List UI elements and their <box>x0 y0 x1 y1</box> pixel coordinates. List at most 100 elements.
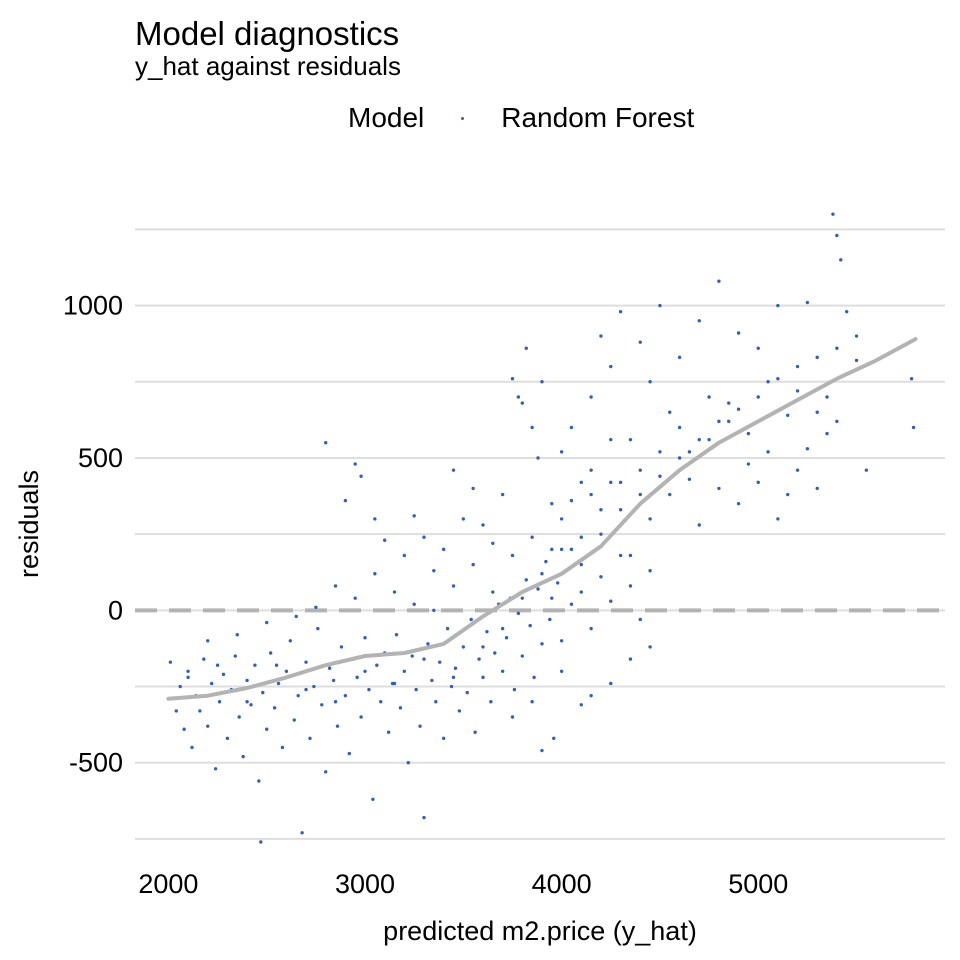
scatter-point <box>206 639 210 643</box>
scatter-point <box>471 486 475 491</box>
scatter-point <box>559 639 564 643</box>
scatter-point <box>469 617 473 622</box>
scatter-point <box>569 498 574 503</box>
scatter-point <box>363 636 367 640</box>
scatter-point <box>375 663 379 667</box>
scatter-point <box>257 779 261 783</box>
scatter-point <box>776 517 780 521</box>
scatter-point <box>825 431 829 436</box>
scatter-point <box>190 745 194 750</box>
scatter-point <box>668 492 672 497</box>
scatter-point <box>432 569 436 573</box>
scatter-point <box>569 602 574 606</box>
scatter-point <box>414 687 418 692</box>
scatter-point <box>353 596 357 600</box>
scatter-point <box>418 724 422 728</box>
x-tick-label: 5000 <box>728 869 788 899</box>
scatter-point <box>373 517 377 521</box>
scatter-point <box>579 480 583 485</box>
scatter-point <box>280 745 285 750</box>
legend-title: Model <box>348 102 425 133</box>
scatter-point <box>451 675 456 680</box>
x-tick-label: 2000 <box>138 869 198 899</box>
scatter-point <box>481 645 485 649</box>
scatter-point <box>386 730 391 734</box>
scatter-point <box>316 626 320 631</box>
scatter-point <box>512 687 517 692</box>
scatter-point <box>638 492 642 497</box>
gridlines <box>135 228 945 840</box>
scatter-point <box>461 517 466 521</box>
scatter-point <box>347 751 351 756</box>
scatter-point <box>174 709 178 713</box>
scatter-point <box>911 425 916 430</box>
scatter-point <box>510 377 515 381</box>
scatter-point <box>559 450 564 454</box>
scatter-point <box>449 684 454 689</box>
scatter-point <box>520 596 525 600</box>
scatter-point <box>638 468 642 472</box>
scatter-point <box>422 535 426 539</box>
scatter-point <box>530 700 534 704</box>
scatter-point <box>746 462 751 466</box>
scatter-point <box>434 700 438 704</box>
scatter-point <box>288 639 293 643</box>
scatter-point <box>516 611 521 616</box>
scatter-point <box>410 654 414 658</box>
scatter-point <box>493 651 497 655</box>
scatter-point <box>312 684 316 689</box>
scatter-point <box>491 541 495 545</box>
scatter-point <box>805 447 810 451</box>
y-tick-label: 500 <box>78 443 123 473</box>
scatter-point <box>520 401 525 405</box>
scatter-point <box>589 693 593 698</box>
scatter-points <box>168 212 916 844</box>
scatter-point <box>540 642 544 646</box>
y-tick-label: 0 <box>108 595 123 625</box>
scatter-point <box>359 474 363 478</box>
x-tick-labels: 2000 3000 4000 5000 <box>138 869 788 899</box>
scatter-point <box>422 657 426 661</box>
scatter-point <box>717 419 721 424</box>
scatter-point <box>552 736 556 741</box>
scatter-point <box>213 767 218 771</box>
scatter-point <box>402 553 407 558</box>
scatter-point <box>844 309 849 314</box>
scatter-point <box>766 380 770 384</box>
scatter-point <box>217 700 222 704</box>
scatter-point <box>284 669 289 673</box>
chart-subtitle: y_hat against residuals <box>135 51 401 81</box>
scatter-point <box>331 678 336 683</box>
scatter-point <box>343 693 348 698</box>
scatter-point <box>510 715 515 719</box>
scatter-point <box>422 815 426 820</box>
smooth-trend-line <box>166 337 918 701</box>
scatter-point <box>589 468 593 472</box>
scatter-point <box>628 553 633 558</box>
scatter-point <box>524 346 528 350</box>
scatter-point <box>233 654 237 658</box>
scatter-point <box>225 736 230 741</box>
scatter-point <box>795 468 800 472</box>
scatter-point <box>489 700 493 704</box>
scatter-point <box>550 547 554 552</box>
scatter-point <box>445 626 450 631</box>
scatter-point <box>864 468 869 472</box>
scatter-point <box>477 657 481 661</box>
scatter-point <box>658 303 662 308</box>
scatter-point <box>589 395 593 399</box>
scatter-point <box>717 279 721 283</box>
scatter-point <box>707 395 711 399</box>
scatter-point <box>373 572 377 576</box>
scatter-point <box>510 553 515 558</box>
scatter-point <box>530 425 534 430</box>
legend-marker-icon <box>461 116 465 120</box>
scatter-point <box>379 700 383 704</box>
scatter-point <box>451 584 456 588</box>
scatter-point <box>815 486 819 491</box>
scatter-point <box>756 346 760 350</box>
scatter-point <box>215 663 220 667</box>
scatter-point <box>353 462 357 466</box>
scatter-point <box>854 334 859 338</box>
scatter-point <box>186 669 190 673</box>
